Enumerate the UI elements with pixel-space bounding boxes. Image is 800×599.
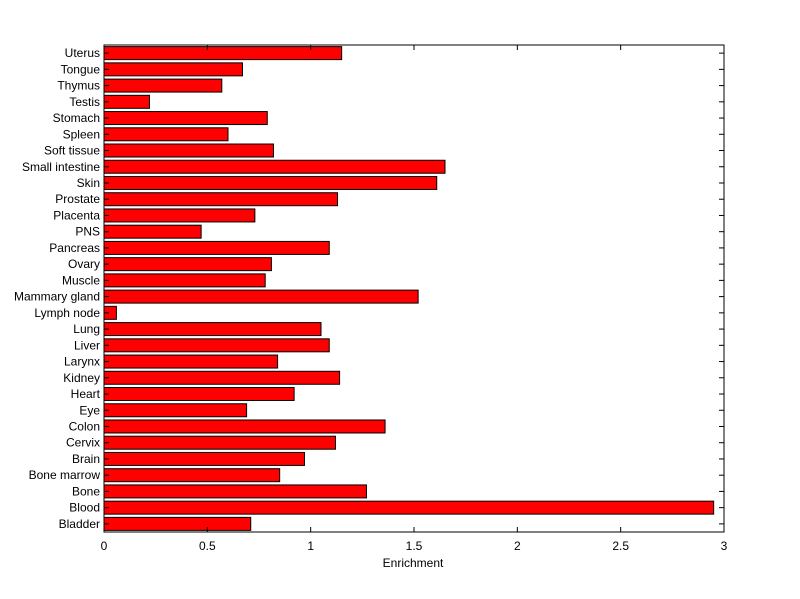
y-tick-label: Larynx <box>64 355 100 369</box>
bar-uterus <box>103 46 343 61</box>
y-tick-label: Muscle <box>62 273 100 287</box>
y-tick-label: PNS <box>75 225 100 239</box>
y-tick-label: Prostate <box>55 192 100 206</box>
bar-prostate <box>103 192 339 207</box>
y-tick-label: Brain <box>72 452 100 466</box>
y-tick-label: Lymph node <box>34 306 100 320</box>
x-tick-label: 3 <box>721 539 728 553</box>
bar-ovary <box>103 257 272 272</box>
bar-spleen <box>103 127 229 142</box>
y-tick-label: Blood <box>69 501 100 515</box>
bar-lung <box>103 322 322 337</box>
bar-placenta <box>103 208 256 223</box>
y-tick-label: Cervix <box>66 436 100 450</box>
bar-skin <box>103 175 438 190</box>
x-axis-label: Enrichment <box>383 556 444 570</box>
bar-pancreas <box>103 240 330 255</box>
y-tick-label: Small intestine <box>22 160 100 174</box>
bar-testis <box>103 94 150 109</box>
x-tick-label: 1.5 <box>406 539 423 553</box>
bar-kidney <box>103 370 341 385</box>
y-tick-label: Tongue <box>61 62 101 76</box>
bar-soft-tissue <box>103 143 274 158</box>
bar-pns <box>103 224 202 239</box>
y-tick-label: Bone <box>72 484 100 498</box>
x-axis: 0 0.5 1 1.5 2 2.5 3 <box>101 45 728 553</box>
y-tick-label: Testis <box>69 95 100 109</box>
y-tick-label: Bladder <box>59 517 100 531</box>
y-tick-label: Ovary <box>68 257 100 271</box>
bar-larynx <box>103 354 279 369</box>
y-tick-label: Bone marrow <box>29 468 101 482</box>
bar-tongue <box>103 62 243 77</box>
y-tick-label: Thymus <box>57 79 100 93</box>
y-tick-label: Placenta <box>53 208 100 222</box>
bar-stomach <box>103 111 268 126</box>
bar-brain <box>103 451 305 466</box>
y-tick-label: Colon <box>69 419 100 433</box>
bar-mammary-gland <box>103 289 419 304</box>
y-tick-label: Skin <box>77 176 100 190</box>
bar-liver <box>103 338 330 353</box>
y-tick-label: Stomach <box>53 111 100 125</box>
bar-bone <box>103 484 367 499</box>
y-tick-label: Liver <box>74 338 100 352</box>
bar-small-intestine <box>103 159 446 174</box>
bar-eye <box>103 403 248 418</box>
x-tick-label: 2.5 <box>612 539 629 553</box>
x-tick-label: 2 <box>514 539 521 553</box>
x-tick-label: 0 <box>101 539 108 553</box>
y-tick-label: Heart <box>71 387 101 401</box>
bar-cervix <box>103 435 336 450</box>
y-tick-label: Mammary gland <box>14 290 100 304</box>
x-tick-label: 1 <box>307 539 314 553</box>
bar-colon <box>103 419 386 434</box>
y-tick-label: Kidney <box>63 371 100 385</box>
y-tick-label: Soft tissue <box>44 144 100 158</box>
y-tick-label: Spleen <box>63 127 100 141</box>
bar-bone-marrow <box>103 468 281 483</box>
bar-blood <box>103 500 715 515</box>
y-tick-label: Uterus <box>65 46 100 60</box>
y-axis: Bladder Blood Bone Bone marrow Brain Cervix Co… <box>14 46 724 531</box>
bar-thymus <box>103 78 223 93</box>
bar-bladder <box>103 516 252 531</box>
y-tick-label: Eye <box>79 403 100 417</box>
y-tick-label: Lung <box>73 322 100 336</box>
y-tick-label: Pancreas <box>49 241 100 255</box>
x-tick-label: 0.5 <box>199 539 216 553</box>
bar-muscle <box>103 273 266 288</box>
bars-group <box>103 46 715 531</box>
bar-heart <box>103 387 295 402</box>
